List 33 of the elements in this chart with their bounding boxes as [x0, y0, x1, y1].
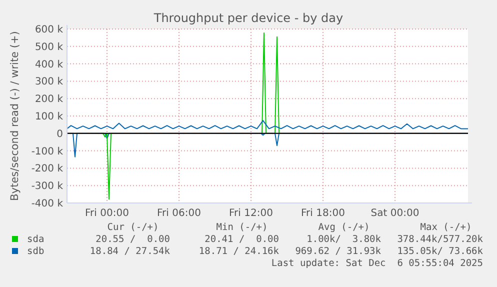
- text: Max (-/+): [420, 222, 472, 233]
- x-tick-label: Fri 00:00: [85, 208, 129, 219]
- text: 1.00k/ 3.80k: [306, 234, 382, 245]
- text: Cur (-/+): [107, 222, 159, 233]
- text: 378.44k/577.20k: [397, 234, 484, 245]
- x-tick-label: Fri 18:00: [301, 208, 345, 219]
- y-tick-label: 600 k: [34, 24, 64, 36]
- text: 18.84 / 27.54k: [90, 246, 170, 257]
- y-tick-label: 200 k: [34, 94, 64, 106]
- y-axis-title: Bytes/second read (-) / write (+): [9, 31, 21, 201]
- text: 20.55 / 0.00: [96, 234, 170, 245]
- text: 18.71 / 24.16k: [198, 246, 280, 257]
- y-tick-label: 400 k: [34, 59, 64, 70]
- y-tick-label: 100 k: [34, 112, 64, 122]
- text: 135.05k/ 73.66k: [397, 246, 484, 257]
- text: Avg (-/+): [318, 222, 370, 233]
- y-tick-label: 500 k: [34, 42, 64, 53]
- legend-label: sdb: [27, 246, 44, 257]
- chart-title: Throughput per device - by day: [152, 11, 344, 25]
- x-tick-label: Sat 00:00: [370, 208, 420, 219]
- legend-label: sda: [27, 234, 44, 245]
- x-tick-label: Fri 06:00: [157, 208, 201, 219]
- text: 969.62 / 31.93k: [295, 246, 382, 257]
- y-tick-label: 0: [56, 128, 63, 140]
- y-tick-label: -300 k: [31, 181, 64, 192]
- y-tick-label: 300 k: [34, 76, 64, 88]
- text: Last update: Sat Dec 6 05:55:04 2025: [271, 258, 483, 269]
- x-tick-label: Fri 12:00: [229, 208, 273, 219]
- text: Min (-/+): [216, 222, 268, 233]
- text: 20.41 / 0.00: [204, 234, 280, 245]
- y-tick-label: -200 k: [31, 164, 64, 175]
- y-tick-label: -400 k: [31, 198, 64, 210]
- y-tick-label: -100 k: [31, 146, 64, 158]
